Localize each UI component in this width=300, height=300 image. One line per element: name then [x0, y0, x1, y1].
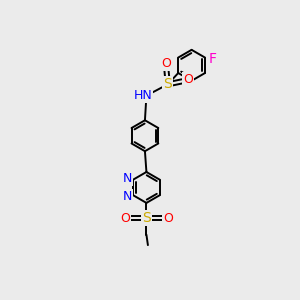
Text: O: O: [120, 212, 130, 225]
Text: O: O: [161, 57, 171, 70]
Text: O: O: [183, 74, 193, 86]
Text: F: F: [208, 52, 216, 66]
Text: S: S: [164, 77, 172, 91]
Text: HN: HN: [134, 89, 152, 102]
Text: O: O: [163, 212, 173, 225]
Text: S: S: [142, 212, 151, 225]
Text: N: N: [123, 172, 132, 185]
Text: N: N: [123, 190, 132, 203]
